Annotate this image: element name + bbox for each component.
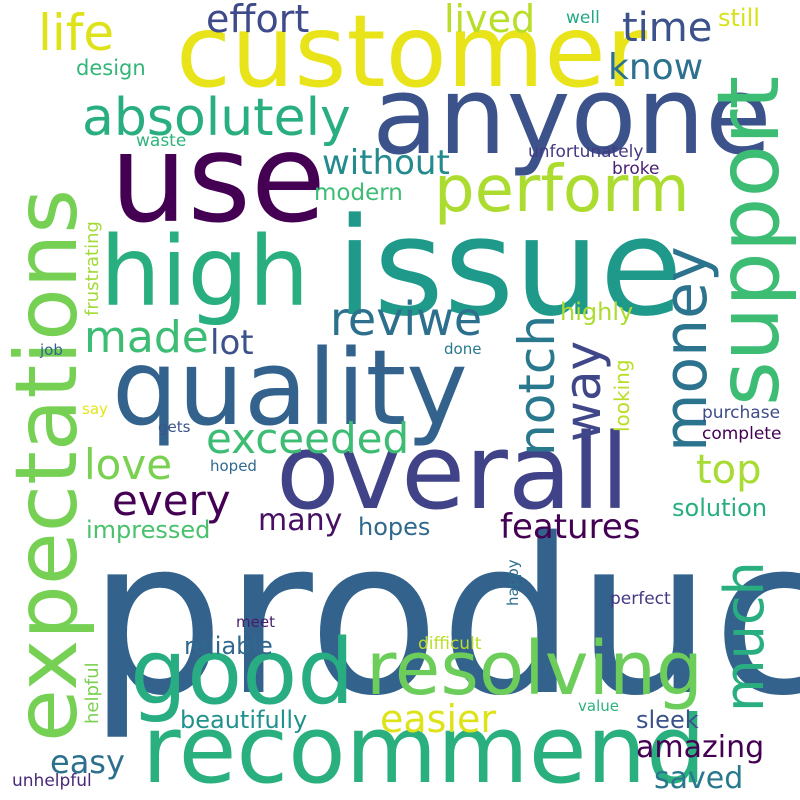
word-cloud-word: perform [434, 153, 690, 227]
word-cloud-word: use [110, 108, 326, 250]
word-cloud-word: quality [112, 327, 468, 449]
word-cloud-word: recommend [142, 696, 706, 800]
word-cloud-word: unfortunately [528, 142, 644, 162]
word-cloud-word: done [444, 340, 482, 358]
word-cloud-word: complete [702, 424, 782, 444]
word-cloud-word: modern [314, 180, 403, 206]
word-cloud-word: expectations [0, 188, 97, 742]
word-cloud-word: highly [560, 298, 634, 326]
word-cloud-word: reviwe [330, 292, 483, 346]
word-cloud-word: well [566, 8, 600, 28]
word-cloud-word: exceeded [206, 414, 410, 463]
word-cloud-word: saved [654, 761, 744, 796]
word-cloud-word: product [88, 492, 800, 743]
word-cloud-word: broke [612, 159, 660, 179]
word-cloud-word: overall [276, 411, 630, 533]
word-cloud-word: waste [136, 131, 187, 151]
word-cloud-word: looking [610, 359, 634, 432]
word-cloud-word: absolutely [82, 88, 351, 148]
word-cloud-word: impressed [86, 516, 211, 544]
word-cloud-word: life [38, 4, 115, 62]
word-cloud-word: top [696, 447, 762, 493]
word-cloud-word: without [322, 143, 450, 183]
word-cloud-word: design [76, 56, 146, 80]
word-cloud-word: solution [672, 494, 768, 522]
word-cloud-word: meet [236, 613, 275, 631]
word-cloud-word: easy [50, 743, 125, 781]
word-cloud-word: lot [210, 323, 254, 363]
word-cloud-word: hoped [210, 457, 257, 475]
word-cloud-word: good [130, 620, 355, 725]
word-cloud-word: sleek [636, 706, 699, 734]
word-cloud-word: features [500, 507, 641, 547]
word-cloud-word: happy [504, 559, 522, 606]
word-cloud-word: hopes [358, 513, 431, 541]
word-cloud-word: time [622, 5, 713, 51]
word-cloud-word: helpful [82, 662, 103, 724]
word-cloud-word: beautifully [180, 706, 308, 734]
word-cloud-word: lived [444, 0, 536, 41]
word-cloud-word: amazing [636, 730, 765, 765]
word-cloud-word: high [100, 216, 310, 328]
word-cloud-word: much [713, 561, 776, 712]
word-cloud-word: notch [508, 314, 566, 456]
word-cloud-word: love [84, 440, 173, 489]
word-cloud-word: anyone [372, 54, 772, 179]
word-cloud-word: easier [380, 697, 497, 741]
word-cloud-word: gets [158, 418, 191, 436]
word-cloud-word: issue [336, 189, 683, 346]
word-cloud-word: still [718, 4, 760, 32]
word-cloud-word: frustrating [82, 221, 103, 316]
word-cloud-word: effort [206, 0, 310, 41]
word-cloud-word: every [112, 476, 231, 525]
word-cloud-word: resolving [366, 626, 703, 712]
word-cloud-word: made [84, 312, 209, 363]
word-cloud-word: perfect [610, 589, 671, 609]
word-cloud-word: customer [176, 0, 647, 110]
word-cloud-word: purchase [702, 403, 781, 423]
word-cloud-word: difficult [418, 634, 482, 654]
word-cloud-word: many [258, 503, 343, 538]
word-cloud-word: value [578, 697, 619, 715]
word-cloud-word: unhelpful [12, 771, 92, 791]
word-cloud-word: know [608, 47, 704, 88]
word-cloud-word: say [82, 400, 108, 418]
word-cloud-word: job [40, 341, 63, 359]
word-cloud-word: reliable [184, 632, 273, 660]
